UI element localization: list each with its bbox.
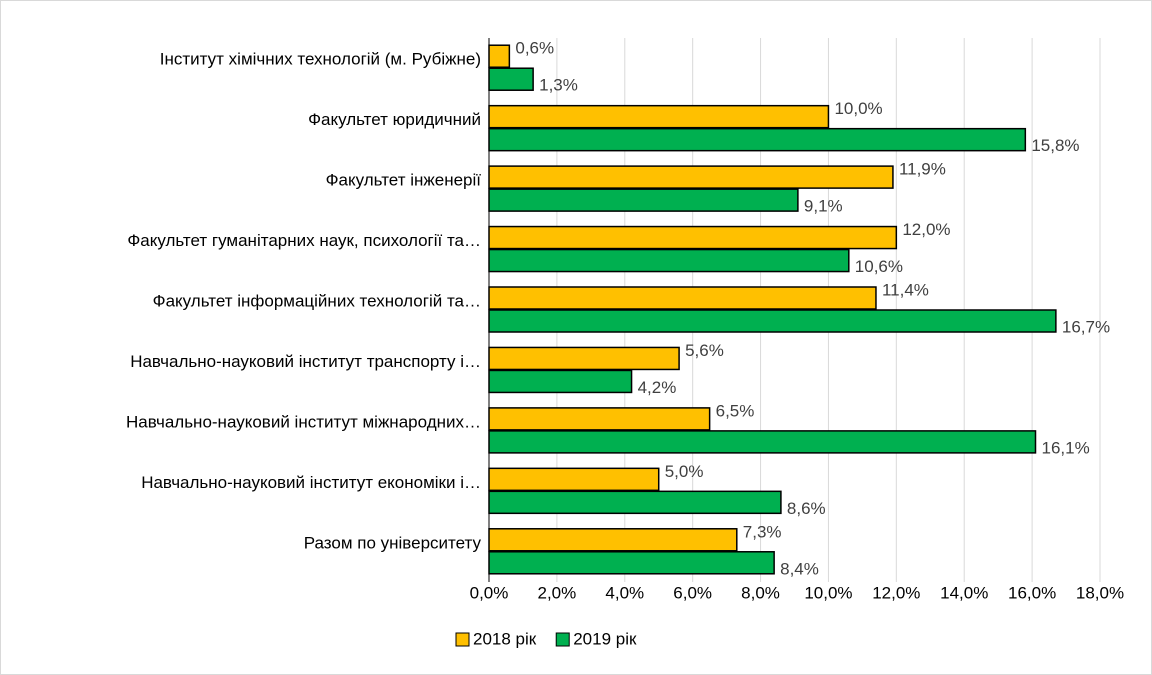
- x-tick-label: 4,0%: [605, 583, 644, 602]
- value-label: 11,4%: [882, 280, 929, 299]
- value-label: 4,2%: [638, 378, 677, 397]
- bar: [488, 104, 830, 129]
- x-tick-label: 14,0%: [940, 583, 988, 602]
- bar: [488, 467, 660, 492]
- value-label: 6,5%: [716, 401, 755, 420]
- x-tick-label: 0,0%: [470, 583, 509, 602]
- x-tick-label: 10,0%: [804, 583, 852, 602]
- bar: [488, 188, 799, 212]
- bar: [488, 67, 534, 91]
- y-tick-label: Факультет інженерії: [326, 171, 482, 190]
- legend-swatch: [455, 632, 470, 647]
- x-tick-label: 16,0%: [1008, 583, 1056, 602]
- bar: [488, 165, 894, 189]
- value-label: 12,0%: [902, 220, 950, 239]
- bar: [488, 407, 711, 431]
- x-tick-label: 12,0%: [872, 583, 920, 602]
- y-tick-label: Навчально-науковий інститут транспорту і…: [130, 352, 481, 371]
- y-tick-label: Навчально-науковий інститут економіки і…: [141, 473, 481, 492]
- value-label: 1,3%: [539, 76, 578, 95]
- value-label: 16,1%: [1042, 438, 1090, 457]
- value-label: 15,8%: [1031, 136, 1079, 155]
- y-tick-label: Інститут хімічних технологій (м. Рубіжне…: [160, 50, 481, 69]
- x-tick-label: 8,0%: [741, 583, 780, 602]
- x-tick-label: 2,0%: [538, 583, 577, 602]
- bar: [488, 528, 738, 552]
- legend-swatch: [555, 632, 570, 647]
- bar: [488, 430, 1037, 454]
- legend-label: 2018 рік: [473, 629, 537, 648]
- x-tick-label: 6,0%: [673, 583, 712, 602]
- bar: [488, 490, 782, 515]
- value-label: 7,3%: [743, 522, 782, 541]
- value-label: 11,9%: [899, 160, 946, 179]
- bar: [488, 309, 1057, 333]
- value-label: 16,7%: [1062, 317, 1110, 336]
- y-tick-label: Факультет інформаційних технологій та…: [153, 291, 481, 310]
- value-label: 8,6%: [787, 499, 826, 518]
- x-tick-label: 18,0%: [1076, 583, 1124, 602]
- bar: [488, 225, 898, 250]
- bar: [488, 127, 1027, 152]
- value-label: 10,6%: [855, 257, 903, 276]
- value-label: 10,0%: [834, 99, 882, 118]
- value-label: 9,1%: [804, 197, 843, 216]
- bar: [488, 248, 850, 273]
- legend-label: 2019 рік: [573, 629, 637, 648]
- value-label: 8,4%: [780, 559, 819, 578]
- y-tick-label: Факультет юридичний: [308, 110, 481, 129]
- value-label: 0,6%: [515, 39, 554, 58]
- y-tick-label: Факультет гуманітарних наук, психології …: [127, 231, 481, 250]
- y-tick-label: Навчально-науковий інститут міжнародних…: [126, 412, 481, 431]
- value-label: 5,6%: [685, 341, 724, 360]
- bar: [488, 551, 775, 575]
- value-label: 5,0%: [665, 462, 704, 481]
- bar: [488, 369, 633, 394]
- y-tick-label: Разом по університету: [304, 533, 482, 552]
- bar: [488, 44, 511, 68]
- bar: [488, 286, 877, 310]
- bar: [488, 346, 680, 371]
